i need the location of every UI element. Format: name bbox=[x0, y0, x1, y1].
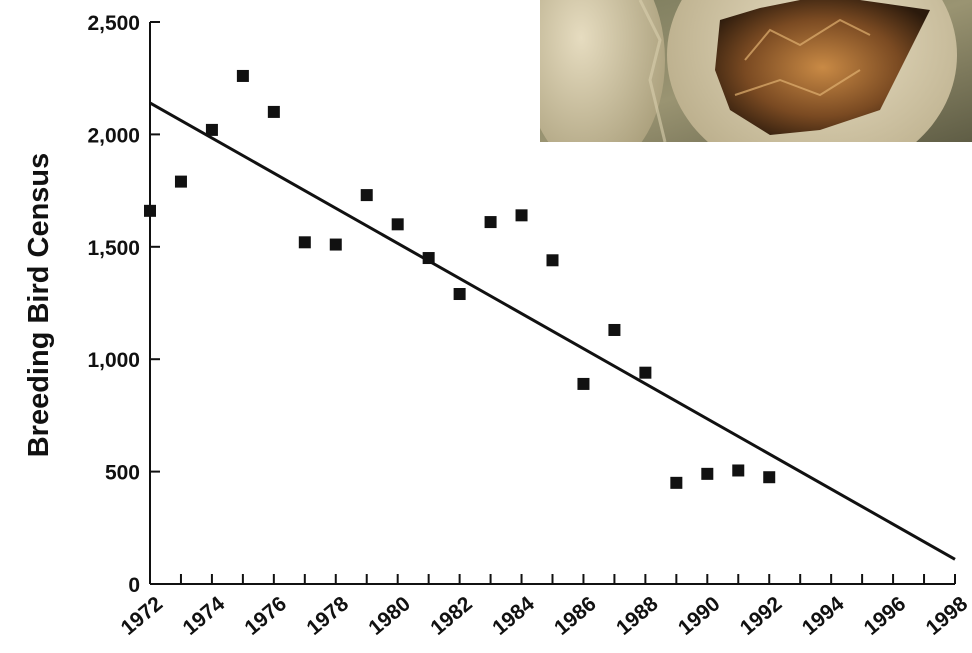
data-points bbox=[144, 69, 776, 489]
x-tick-label: 1992 bbox=[736, 592, 787, 640]
data-point bbox=[205, 123, 218, 136]
y-tick-label: 1,500 bbox=[87, 237, 140, 260]
data-point bbox=[360, 189, 373, 202]
y-tick-label: 2,000 bbox=[87, 124, 140, 147]
y-tick-label: 2,500 bbox=[87, 12, 140, 35]
y-tick-label: 1,000 bbox=[87, 349, 140, 372]
x-tick-label: 1974 bbox=[179, 592, 230, 640]
data-point bbox=[453, 288, 466, 301]
x-tick-label: 1972 bbox=[117, 592, 168, 640]
egg-hatching-photo bbox=[540, 0, 972, 142]
trend-line bbox=[149, 101, 956, 561]
x-tick-label: 1986 bbox=[550, 592, 601, 640]
y-axis-label: Breeding Bird Census bbox=[23, 153, 55, 458]
data-point bbox=[484, 216, 497, 229]
x-tick-label: 1980 bbox=[364, 592, 415, 640]
data-point bbox=[267, 105, 280, 118]
data-point bbox=[329, 238, 342, 251]
data-point bbox=[763, 471, 776, 484]
x-tick-label: 1988 bbox=[612, 592, 663, 640]
data-point bbox=[391, 218, 404, 231]
trend-line-group bbox=[149, 101, 956, 561]
y-axis: 0 500 1,000 1,500 2,000 2,500 bbox=[87, 12, 160, 597]
data-point bbox=[236, 69, 249, 82]
data-point bbox=[298, 236, 311, 249]
x-tick-label: 1996 bbox=[860, 592, 911, 640]
x-tick-label: 1978 bbox=[302, 592, 353, 640]
y-tick-label: 500 bbox=[105, 462, 140, 485]
data-point bbox=[144, 204, 156, 217]
data-point bbox=[732, 464, 745, 477]
x-axis: 1972 1974 1976 1978 1980 1982 1984 1986 1988 1990… bbox=[117, 574, 972, 640]
x-tick-label: 1994 bbox=[798, 592, 849, 640]
data-point bbox=[670, 476, 683, 489]
y-tick-label: 0 bbox=[128, 574, 140, 597]
data-point bbox=[577, 377, 590, 390]
data-point bbox=[701, 467, 714, 480]
data-point bbox=[515, 209, 528, 222]
x-tick-label: 1998 bbox=[922, 592, 972, 640]
data-point bbox=[608, 323, 621, 336]
x-tick-label: 1990 bbox=[674, 592, 725, 640]
x-tick-label: 1976 bbox=[240, 592, 291, 640]
x-tick-label: 1984 bbox=[488, 592, 539, 640]
data-point bbox=[422, 252, 435, 265]
data-point bbox=[639, 366, 652, 379]
data-point bbox=[174, 175, 187, 188]
data-point bbox=[546, 254, 559, 267]
x-tick-label: 1982 bbox=[426, 592, 477, 640]
